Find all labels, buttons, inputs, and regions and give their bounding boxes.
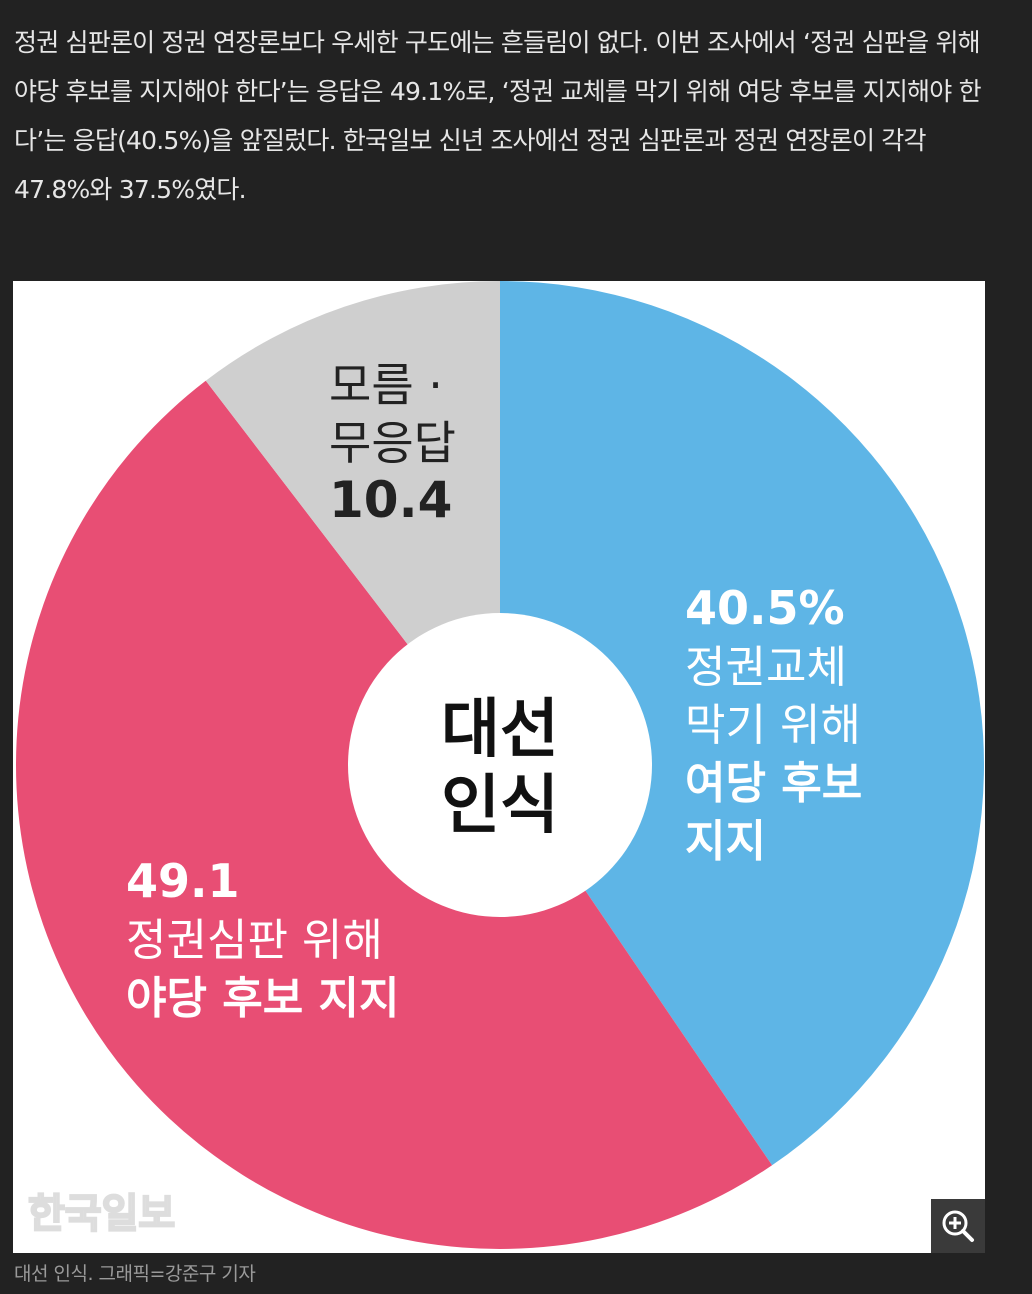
slice-label-line: 모름 · — [329, 358, 443, 412]
slice-value-label: 40.5% — [685, 581, 845, 635]
zoom-button[interactable] — [931, 1199, 985, 1253]
slice-label-line: 정권교체 — [685, 642, 847, 693]
watermark-logo: 한국일보 — [28, 1191, 175, 1237]
article-paragraph: 정권 심판론이 정권 연장론보다 우세한 구도에는 흔들림이 없다. 이번 조사… — [14, 28, 982, 204]
slice-value-label: 10.4 — [329, 471, 452, 529]
slice-govt-extension — [500, 281, 985, 1166]
figure-caption: 대선 인식. 그래픽=강준구 기자 — [14, 1263, 256, 1285]
slice-value-label: 49.1 — [126, 854, 240, 908]
zoom-in-icon — [942, 1210, 974, 1242]
center-title-line: 대선 — [441, 693, 559, 767]
slice-label-line: 정권심판 위해 — [126, 915, 383, 966]
slice-label-line: 무응답 — [329, 416, 456, 470]
slice-label-bold-line: 여당 후보 — [685, 758, 862, 809]
slice-label-bold-line: 야당 후보 지지 — [126, 973, 400, 1024]
center-hole — [348, 613, 652, 917]
slice-label-line: 막기 위해 — [685, 700, 861, 751]
center-title-line: 인식 — [441, 769, 559, 843]
slice-label-bold-line: 지지 — [685, 816, 766, 867]
